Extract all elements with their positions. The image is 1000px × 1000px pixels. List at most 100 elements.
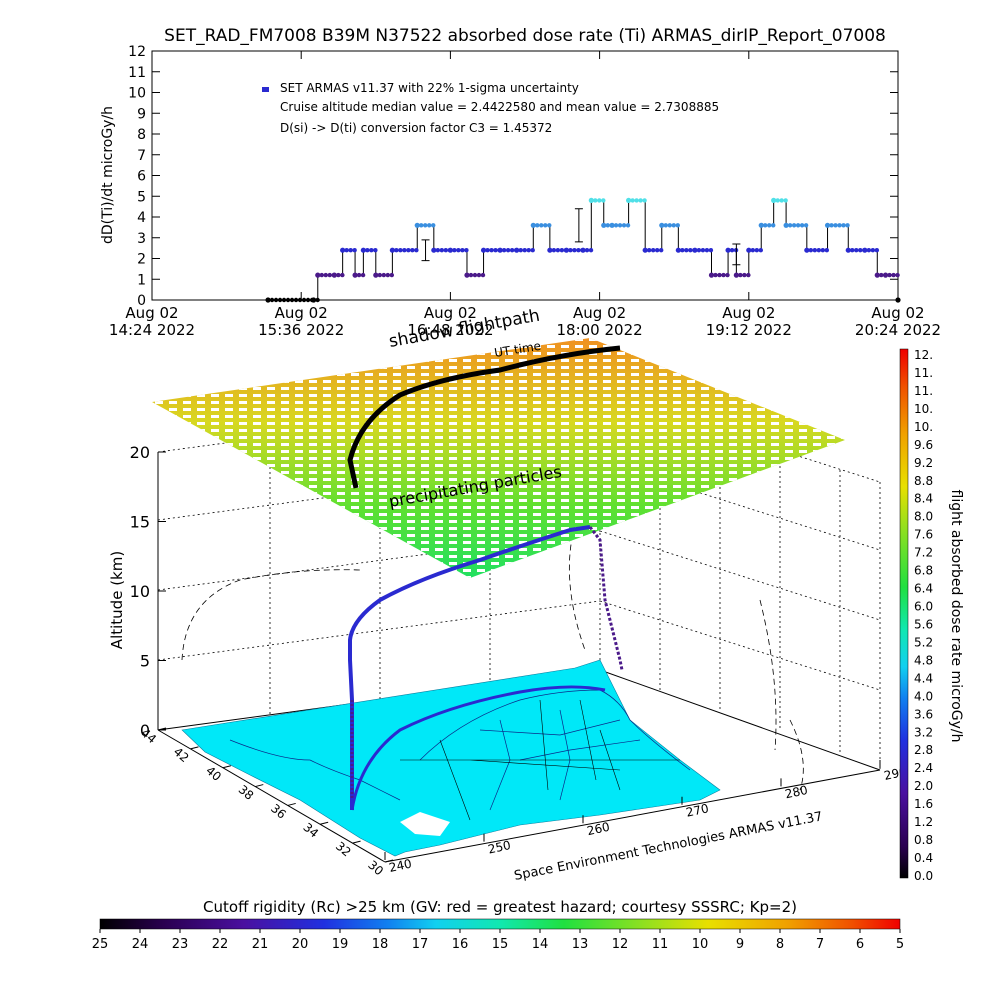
dose-rate-point [854,248,859,253]
dose-rate-point [559,248,565,253]
dose-rate-point [443,248,449,253]
dose-rate-point [331,272,336,278]
x-tick-label-time: 15:36 2022 [258,321,344,339]
dose-colorbar-tick-label: 0.8 [914,833,933,847]
dose-rate-point [845,247,851,253]
dose-rate-point [804,247,810,253]
y-tick-label: 10 [128,86,146,102]
credit-label: Space Environment Technologies ARMAS v11… [513,809,824,884]
x-tick-label-time: 20:24 2022 [855,321,941,339]
y-tick-label: 2 [137,252,146,268]
dose-rate-point [621,223,627,228]
dose-rate-point [309,297,315,303]
dose-rate-point [659,222,665,228]
dose-rate-point [297,297,303,303]
dose-rate-point [518,248,523,253]
rigidity-colorbar-label: Cutoff rigidity (Rc) >25 km (GV: red = g… [203,898,797,916]
dose-colorbar-tick-label: 3.6 [914,707,933,721]
dose-rate-point [883,272,888,278]
dose-rate-point [497,248,502,253]
dose-rate-point [870,248,876,253]
rigidity-tick-label: 25 [92,937,109,952]
dose-rate-point [601,198,606,203]
dose-rate-point [402,248,407,253]
dose-rate-point [808,248,814,253]
dose-rate-point [597,198,602,203]
rigidity-tick-label: 19 [332,937,349,952]
dose-rate-point [874,248,880,253]
precipitating-particles-dashes [152,338,845,578]
dose-rate-point [419,223,424,228]
altitude-tick-label: 15 [130,513,150,532]
longitude-tick-label: 240 [388,856,413,874]
error-bar [421,239,430,262]
latitude-tick-mark [222,765,231,769]
dose-colorbar-tick-label: 8.8 [914,474,933,488]
dose-rate-point [547,223,552,228]
dose-rate-point [841,223,846,228]
dose-rate-point [456,248,461,253]
dose-rate-point [708,272,715,278]
y-tick-label: 5 [137,189,146,205]
dose-rate-point [704,248,710,253]
dose-rate-point [663,223,668,228]
error-bar [732,243,741,266]
dose-rate-point [464,272,470,278]
latitude-tick-mark [255,784,264,788]
x-tick-label-time: 16:48 2022 [407,321,493,339]
y-tick-label: 1 [137,272,146,288]
dose-rate-point [398,248,403,253]
rigidity-tick-label: 12 [612,937,629,952]
dose-rate-point [758,222,764,228]
dose-rate-point [763,223,768,228]
dose-rate-point [667,223,672,228]
dose-rate-point [501,248,507,253]
dose-rate-point [783,198,788,203]
dose-rate-point [617,223,623,228]
dose-rate-point [729,248,735,253]
dose-rate-point [675,223,680,228]
dose-rate-point [423,223,428,228]
dose-rate-point [344,248,349,253]
rigidity-colorbar: Cutoff rigidity (Rc) >25 km (GV: red = g… [92,898,904,952]
dose-colorbar-tick-label: 6.0 [914,600,933,614]
dose-rate-point [588,197,594,203]
dose-rate-point [489,248,494,253]
dose-rate-point [700,248,706,253]
latitude-tick-mark [157,727,167,731]
dose-rate-point [414,248,419,253]
dose-rate-point [658,248,664,253]
dose-rate-point [696,248,702,253]
dose-colorbar-tick-label: 10. [914,402,933,416]
y-tick-label: 7 [137,148,146,164]
dose-colorbar-tick-label: 2.0 [914,779,933,793]
dose-rate-point [385,272,390,278]
dose-rate-point [530,222,536,228]
rigidity-tick-label: 7 [816,937,824,952]
legend-line-2: Cruise altitude median value = 2.4422580… [280,100,719,114]
dose-rate-legend: SET ARMAS v11.37 with 22% 1-sigma uncert… [262,81,719,135]
dose-rate-point [650,248,656,253]
dose-rate-point [289,297,295,303]
dose-rate-point [509,248,515,253]
latitude-tick-mark [320,821,329,825]
dose-rate-point [356,272,362,278]
legend-marker-icon [262,87,269,92]
dose-colorbar-gradient [899,348,909,879]
dose-rate-point [850,248,855,253]
dose-rate-point [862,248,867,253]
dose-colorbar-ticks: 12. 11. 11. 10. 10. 9.6 9.2 8.8 8.4 8.0 7.6 7.2 6.8 6… [914,348,933,883]
dose-rate-point [485,248,490,253]
dose-rate-point [555,248,561,253]
dose-rate-point [293,297,299,303]
dose-rate-point [626,197,632,203]
dose-rate-point [273,297,279,303]
dose-rate-point [779,198,784,203]
dose-rate-point [879,272,884,278]
x-tick-label-time: 18:00 2022 [557,321,643,339]
dose-rate-point [526,248,531,253]
dose-rate-point [601,222,607,228]
